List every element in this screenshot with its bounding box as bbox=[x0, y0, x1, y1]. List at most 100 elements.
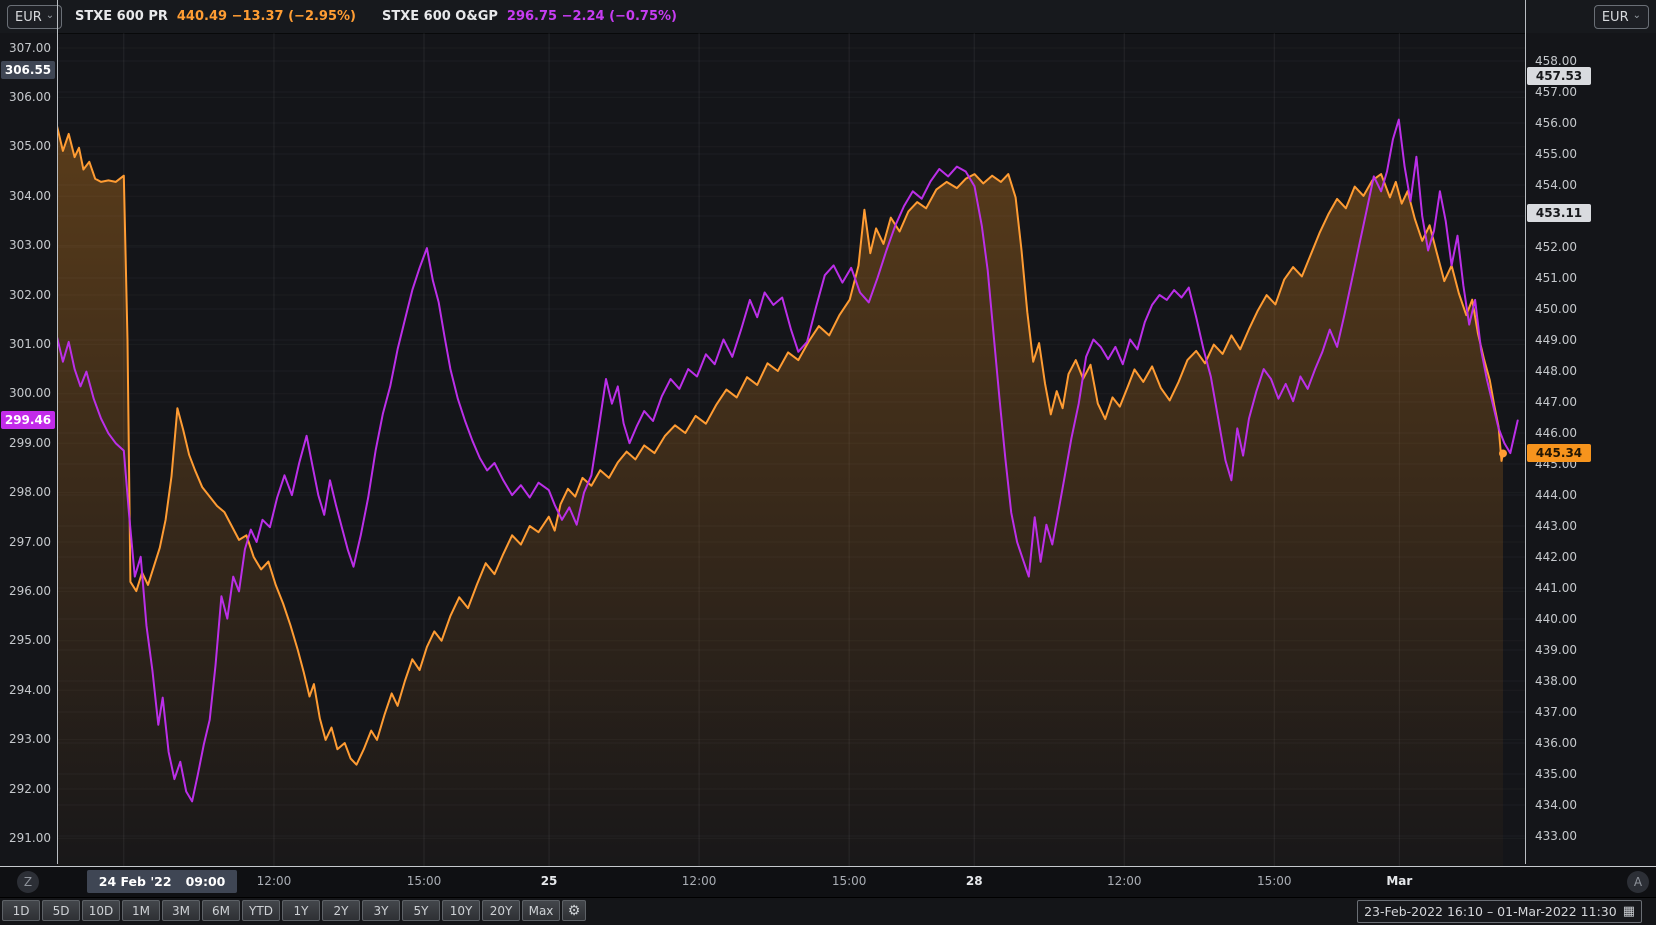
currency-dropdown-left[interactable]: EUR ⌄ bbox=[7, 5, 63, 29]
y-axis-label: 294.00 bbox=[9, 682, 51, 697]
zoom-out-label: Z bbox=[23, 875, 33, 889]
x-axis-cursor-badge: 24 Feb '22 09:00 bbox=[86, 870, 238, 893]
y-axis-label: 447.00 bbox=[1535, 394, 1577, 409]
legend-item-1[interactable]: STXE 600 O&GP 296.75 −2.24 (−0.75%) bbox=[382, 9, 677, 24]
price-label-445.34: 445.34 bbox=[1527, 444, 1591, 463]
series-line-stxe-600-ogp bbox=[56, 118, 1519, 803]
y-axis-label: 302.00 bbox=[9, 287, 51, 302]
y-axis-label: 454.00 bbox=[1535, 177, 1577, 192]
range-button-1d[interactable]: 1D bbox=[2, 900, 40, 921]
x-axis-label: 25 bbox=[540, 874, 558, 888]
time-axis[interactable]: Z A 24 Feb '22 09:00 12:00 15:00 25 12:00 15:0… bbox=[0, 867, 1656, 897]
legend-series-name: STXE 600 PR bbox=[75, 9, 168, 24]
x-axis-label: 15:00 bbox=[1256, 874, 1292, 888]
date-range-picker[interactable]: 23-Feb-2022 16:10 – 01-Mar-2022 11:30 ▦ bbox=[1357, 900, 1642, 923]
y-axis-label: 435.00 bbox=[1535, 766, 1577, 781]
time-axis-border bbox=[0, 866, 1656, 867]
legend-series-values: 440.49 −13.37 (−2.95%) bbox=[176, 9, 356, 24]
y-axis-label: 443.00 bbox=[1535, 518, 1577, 533]
y-axis-label: 452.00 bbox=[1535, 239, 1577, 254]
y-axis-label: 298.00 bbox=[9, 485, 51, 500]
auto-scale-button[interactable]: A bbox=[1627, 871, 1649, 893]
range-button-ytd[interactable]: YTD bbox=[242, 900, 280, 921]
left-price-axis[interactable]: 307.00 306.00 305.00 304.00 303.00 302.00 301.… bbox=[0, 33, 57, 867]
legend-series-values: 296.75 −2.24 (−0.75%) bbox=[506, 9, 677, 24]
x-axis-label: 28 bbox=[965, 874, 983, 888]
zoom-out-button[interactable]: Z bbox=[17, 871, 39, 893]
x-axis-label: 15:00 bbox=[406, 874, 442, 888]
range-button-10d[interactable]: 10D bbox=[82, 900, 120, 921]
range-button-2y[interactable]: 2Y bbox=[322, 900, 360, 921]
currency-dropdown-right[interactable]: EUR ⌄ bbox=[1593, 5, 1649, 29]
y-axis-label: 448.00 bbox=[1535, 363, 1577, 378]
y-axis-label: 439.00 bbox=[1535, 642, 1577, 657]
y-axis-label: 438.00 bbox=[1535, 673, 1577, 688]
legend-item-0[interactable]: STXE 600 PR 440.49 −13.37 (−2.95%) bbox=[75, 9, 356, 24]
y-axis-label: 446.00 bbox=[1535, 425, 1577, 440]
y-axis-label: 305.00 bbox=[9, 139, 51, 154]
y-axis-label: 444.00 bbox=[1535, 487, 1577, 502]
currency-right-label: EUR bbox=[1601, 9, 1629, 25]
cursor-time: 09:00 bbox=[185, 874, 226, 889]
y-axis-label: 441.00 bbox=[1535, 580, 1577, 595]
x-axis-label: 12:00 bbox=[1106, 874, 1142, 888]
x-axis-label: Mar bbox=[1386, 874, 1413, 888]
date-range-text: 23-Feb-2022 16:10 – 01-Mar-2022 11:30 bbox=[1364, 904, 1617, 919]
range-toolbar: 23-Feb-2022 16:10 – 01-Mar-2022 11:30 ▦ … bbox=[0, 897, 1656, 925]
chevron-down-icon: ⌄ bbox=[45, 9, 55, 21]
y-axis-label: 300.00 bbox=[9, 386, 51, 401]
range-button-5d[interactable]: 5D bbox=[42, 900, 80, 921]
range-button-6m[interactable]: 6M bbox=[202, 900, 240, 921]
y-axis-label: 455.00 bbox=[1535, 146, 1577, 161]
y-axis-label: 306.00 bbox=[9, 89, 51, 104]
y-axis-label: 433.00 bbox=[1535, 828, 1577, 843]
range-button-max[interactable]: Max bbox=[522, 900, 560, 921]
y-axis-label: 451.00 bbox=[1535, 270, 1577, 285]
y-axis-label: 301.00 bbox=[9, 336, 51, 351]
range-button-3y[interactable]: 3Y bbox=[362, 900, 400, 921]
price-label-457.53: 457.53 bbox=[1527, 66, 1591, 85]
series-line-stxe-600-pr bbox=[56, 125, 1504, 766]
area-fill-0 bbox=[57, 126, 1503, 867]
gear-icon[interactable]: ⚙ bbox=[562, 900, 586, 921]
y-axis-label: 303.00 bbox=[9, 238, 51, 253]
currency-left-label: EUR bbox=[15, 9, 42, 25]
range-button-20y[interactable]: 20Y bbox=[482, 900, 520, 921]
y-axis-label: 437.00 bbox=[1535, 704, 1577, 719]
y-axis-label: 458.00 bbox=[1535, 53, 1577, 68]
legend-series-name: STXE 600 O&GP bbox=[381, 9, 498, 24]
y-axis-label: 297.00 bbox=[9, 534, 51, 549]
y-axis-label: 292.00 bbox=[9, 781, 51, 796]
range-button-1m[interactable]: 1M bbox=[122, 900, 160, 921]
y-axis-label: 442.00 bbox=[1535, 549, 1577, 564]
y-axis-label: 304.00 bbox=[9, 188, 51, 203]
y-axis-label: 457.00 bbox=[1535, 84, 1577, 99]
y-axis-label: 295.00 bbox=[9, 633, 51, 648]
x-axis-label: 12:00 bbox=[256, 874, 292, 888]
y-axis-label: 291.00 bbox=[9, 830, 51, 845]
y-axis-label: 296.00 bbox=[9, 583, 51, 598]
price-label-306.55: 306.55 bbox=[1, 61, 55, 80]
range-button-5y[interactable]: 5Y bbox=[402, 900, 440, 921]
range-button-10y[interactable]: 10Y bbox=[442, 900, 480, 921]
chart-header: EUR ⌄ STXE 600 PR 440.49 −13.37 (−2.95%) S… bbox=[0, 0, 1656, 34]
chart-plot-area[interactable] bbox=[56, 33, 1525, 867]
y-axis-label: 456.00 bbox=[1535, 115, 1577, 130]
y-axis-label: 440.00 bbox=[1535, 611, 1577, 626]
price-chart bbox=[56, 33, 1525, 867]
range-button-1y[interactable]: 1Y bbox=[282, 900, 320, 921]
y-axis-label: 307.00 bbox=[9, 40, 51, 55]
left-axis-border bbox=[57, 0, 58, 864]
x-axis-label: 15:00 bbox=[831, 874, 867, 888]
y-axis-label: 293.00 bbox=[9, 732, 51, 747]
last-price-dot bbox=[1498, 449, 1507, 458]
right-axis-border bbox=[1525, 0, 1526, 864]
cursor-date: 24 Feb '22 bbox=[98, 874, 172, 889]
price-label-453.11: 453.11 bbox=[1527, 203, 1591, 222]
range-button-3m[interactable]: 3M bbox=[162, 900, 200, 921]
x-axis-label: 12:00 bbox=[681, 874, 717, 888]
y-axis-label: 449.00 bbox=[1535, 332, 1577, 347]
y-axis-label: 299.00 bbox=[9, 435, 51, 450]
y-axis-label: 450.00 bbox=[1535, 301, 1577, 316]
